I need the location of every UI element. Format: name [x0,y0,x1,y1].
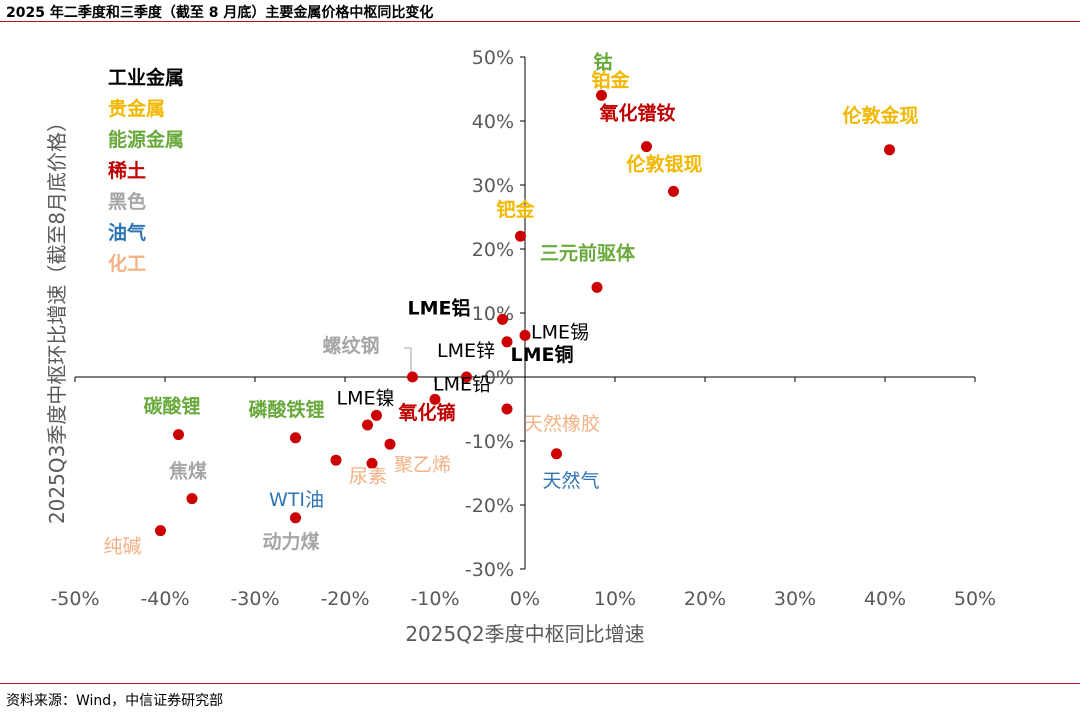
x-tick-label: -10% [410,588,459,610]
y-tick-label: 50% [472,47,514,69]
top-rule [0,21,1080,22]
y-tick-label: 30% [472,175,514,197]
x-axis-title: 2025Q2季度中枢同比增速 [405,622,644,646]
legend-item: 化工 [108,252,146,275]
y-tick-label: -20% [465,495,514,517]
y-tick-label: -30% [465,559,514,581]
point-label: 尿素 [349,465,387,487]
data-point [501,336,513,348]
point-label: 天然橡胶 [524,413,600,435]
point-label: 天然气 [543,470,600,492]
data-point [371,409,382,421]
y-tick-label: 10% [472,303,514,325]
data-point [429,393,441,405]
data-point [407,371,418,383]
point-label: 氧化镝 [399,401,456,424]
data-point [366,457,378,469]
y-axis-title: 2025Q3季度中枢环比增速（截至8月底价格） [45,112,69,524]
point-label: LME铅 [433,373,491,395]
x-tick-label: 20% [684,588,726,610]
y-tick-label: 40% [472,111,514,133]
chart-title: 2025 年二季度和三季度（截至 8 月底）主要金属价格中枢同比变化 [6,5,434,21]
data-point [884,144,895,156]
legend-item: 黑色 [108,190,146,213]
data-point [501,403,513,415]
y-tick-label: 20% [472,239,514,261]
x-tick-label: 30% [774,588,816,610]
data-point [290,432,301,444]
point-label: 螺纹钢 [323,334,380,357]
x-tick-label: 40% [864,588,906,610]
legend-item: 油气 [108,221,146,244]
point-label: LME锌 [437,340,495,362]
y-tick-label: -10% [465,431,514,453]
legend-item: 能源金属 [108,128,184,151]
point-label: 磷酸铁锂 [249,398,325,421]
point-label: 伦敦银现 [627,152,703,175]
data-point [173,429,184,441]
data-point [596,89,607,101]
data-point [186,493,198,505]
x-tick-label: 50% [954,588,996,610]
data-point [551,448,562,460]
legend-item: 工业金属 [108,66,184,89]
data-point [515,230,526,242]
x-tick-label: 0% [510,588,540,610]
x-tick-label: 10% [594,588,636,610]
data-point [384,438,396,450]
point-label: 钯金 [497,198,536,221]
point-label: LME镍 [337,387,395,409]
point-label: LME锡 [531,321,589,343]
point-label: 动力煤 [263,530,320,553]
point-label: 氧化镨钕 [600,102,676,125]
data-point [362,419,373,431]
legend-item: 贵金属 [108,97,165,120]
x-tick-label: -20% [320,588,369,610]
point-label: 碳酸锂 [144,395,201,418]
point-label: 三元前驱体 [540,241,636,264]
data-point [591,281,603,293]
point-label: 聚乙烯 [394,454,451,476]
data-point [155,525,166,537]
data-point [641,141,652,153]
point-label: LME铝 [408,296,471,319]
source-note: 资料来源：Wind，中信证券研究部 [6,693,224,709]
x-tick-label: -50% [50,588,99,610]
point-label: WTI油 [269,489,324,511]
point-label: 钴 [594,50,613,73]
bottom-rule [0,683,1080,684]
data-point [519,329,531,341]
data-point [290,512,301,524]
point-label: 伦敦金现 [843,104,919,127]
point-label: LME铜 [511,343,574,366]
data-point [461,371,472,383]
point-label: 焦煤 [168,460,207,483]
x-tick-label: -30% [230,588,279,610]
x-tick-label: -40% [140,588,189,610]
point-label: 铂金 [592,68,631,91]
y-tick-label: 0% [484,367,514,389]
legend-item: 稀土 [108,159,146,182]
point-label: 纯碱 [104,536,142,558]
data-point [330,454,342,466]
data-point [497,313,508,325]
data-point [668,185,679,197]
